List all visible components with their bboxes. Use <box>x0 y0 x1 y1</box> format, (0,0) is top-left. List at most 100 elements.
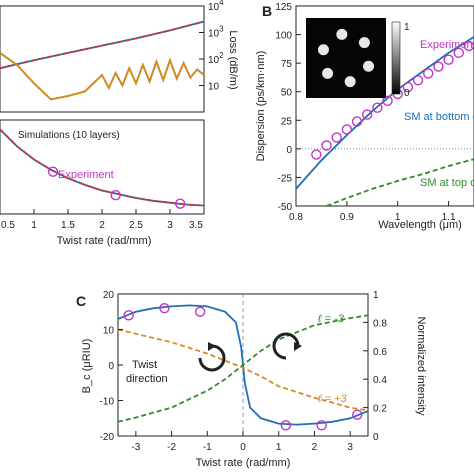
mode-lobe <box>336 28 348 40</box>
rotation-arrow-cw-icon <box>272 332 302 360</box>
b-ytick-label: -50 <box>278 202 293 213</box>
colorbar <box>391 21 401 95</box>
a-bottom-xtick-label: 3 <box>167 220 173 231</box>
experiment-annotation-a: Experiment <box>58 169 114 181</box>
b-ytick-label: 100 <box>275 31 292 42</box>
panel-c-ylabel: B_c (μRIU) <box>81 339 93 394</box>
a-bottom-xtick-label: 1 <box>31 220 37 231</box>
a-bottom-xtick-label: 0.5 <box>1 220 15 231</box>
a-top-ytick-label: 104 <box>208 0 224 13</box>
b-xtick-label: 0.8 <box>289 212 303 223</box>
a-top-ytick-label: 103 <box>208 25 224 40</box>
b-xtick-label: 0.9 <box>340 212 354 223</box>
a-bottom-xtick-label: 3.5 <box>189 220 203 231</box>
b-series-2-point <box>412 75 424 86</box>
c-ytick-label: 10 <box>103 326 115 337</box>
panel-a-bottom-series <box>0 128 205 209</box>
b-series-2-point <box>423 68 434 79</box>
c-series-1-point <box>194 306 206 317</box>
a-bottom-series-2-point <box>110 189 121 201</box>
b-series-2-point <box>321 140 332 151</box>
b-ytick-label: 25 <box>281 116 293 127</box>
c-y2tick-label: 0.8 <box>373 318 387 329</box>
panel-a-bottom-xaxis: 0.5 1 1.5 2 2.5 3 3.5 <box>0 209 205 231</box>
a-bottom-series-2-point <box>47 166 59 177</box>
panel-b-axes: 0.8 0.9 1 1.1 -50 -25 0 25 50 75 100 125 <box>275 2 456 223</box>
panel-a-top: 10 102 103 104 Loss (dB/m) <box>0 0 239 113</box>
b-series-2-point <box>372 102 383 113</box>
c-series-3-line <box>117 328 369 412</box>
panel-a-bottom-xlabel: Twist rate (rad/mm) <box>57 235 152 247</box>
b-ytick-label: -25 <box>278 173 293 184</box>
sm-top-annotation: SM at top of passband <box>420 177 474 189</box>
b-series-2-point <box>443 54 454 65</box>
c-xtick-label: 0 <box>240 442 246 453</box>
a-top-series-1-line <box>0 20 205 70</box>
a-bottom-xtick-label: 2 <box>99 220 105 231</box>
c-series-1-point <box>352 409 363 420</box>
c-ytick-label: 20 <box>103 290 115 301</box>
a-top-series-3-line <box>0 52 205 101</box>
experiment-annotation-b: Experiment <box>420 39 474 51</box>
mode-lobes <box>317 28 375 88</box>
panel-a-top-yaxis: 10 102 103 104 <box>199 0 224 93</box>
twist-direction-annotation-line1: Twist <box>132 359 157 371</box>
c-ytick-label: -20 <box>100 432 115 443</box>
l-plus3-annotation: ℓ = +3 <box>317 393 348 405</box>
mode-lobe <box>322 67 334 79</box>
a-bottom-xtick-label: 2.5 <box>129 220 143 231</box>
c-series-1-point <box>280 420 292 431</box>
panel-b: B 0.8 0.9 1 1.1 -50 -25 0 25 50 75 100 125 Dispersi… <box>255 2 474 231</box>
b-xtick-label: 1 <box>395 212 401 223</box>
b-series-2-point <box>463 40 474 52</box>
c-series-1-point <box>316 420 327 431</box>
a-top-ytick-label: 10 <box>208 82 220 93</box>
c-y2tick-label: 1 <box>373 290 379 301</box>
panel-a-top-frame <box>0 5 205 113</box>
panel-a-top-ylabel: Loss (dB/m) <box>227 30 239 89</box>
l-minus3-annotation: ℓ = -3 <box>317 313 345 325</box>
c-series-1-point <box>123 310 134 321</box>
b-series-2-point <box>331 132 342 143</box>
b-series-1-line <box>326 158 474 207</box>
c-xtick-label: -3 <box>131 442 140 453</box>
c-ytick-label: 0 <box>108 361 114 372</box>
a-bottom-series-2-point <box>174 198 186 209</box>
mode-inset-image <box>306 18 386 98</box>
simulations-annotation: Simulations (10 layers) <box>18 130 120 141</box>
b-series-2-point <box>382 95 393 107</box>
c-y2tick-label: 0.2 <box>373 404 387 415</box>
b-series-2-point <box>341 124 353 135</box>
c-y2tick-label: 0.4 <box>373 375 387 386</box>
panel-b-ylabel: Dispersion (ps/km·nm) <box>255 51 267 162</box>
panel-c-xlabel: Twist rate (rad/mm) <box>196 457 291 469</box>
colorbar-max-label: 1 <box>404 22 410 33</box>
b-ytick-label: 125 <box>275 2 292 13</box>
rotation-arrow-ccw-icon <box>198 342 226 372</box>
mode-lobe <box>358 37 370 49</box>
colorbar-min-label: 0 <box>404 88 410 99</box>
b-series-2-point <box>453 47 464 59</box>
panel-c-y2label: Normalized intensity <box>415 316 427 416</box>
a-bottom-xtick-label: 1.5 <box>61 220 75 231</box>
panel-a-top-series <box>0 20 205 101</box>
mode-lobe <box>317 44 329 56</box>
panel-c-series <box>117 294 369 436</box>
c-y2tick-label: 0.6 <box>373 347 387 358</box>
c-y2tick-label: 0 <box>373 432 379 443</box>
c-ytick-label: -10 <box>100 397 115 408</box>
c-xtick-label: 1 <box>276 442 282 453</box>
panel-c-label: C <box>76 293 86 309</box>
mode-lobe <box>344 76 356 88</box>
c-series-2-line <box>117 314 369 423</box>
b-series-2-point <box>351 116 363 127</box>
b-series-2-point <box>311 149 322 160</box>
b-series-2-point <box>362 109 373 120</box>
c-series-1-point <box>159 303 170 314</box>
b-ytick-label: 50 <box>281 88 293 99</box>
b-series-2-point <box>402 81 414 93</box>
b-ytick-label: 75 <box>281 59 293 70</box>
